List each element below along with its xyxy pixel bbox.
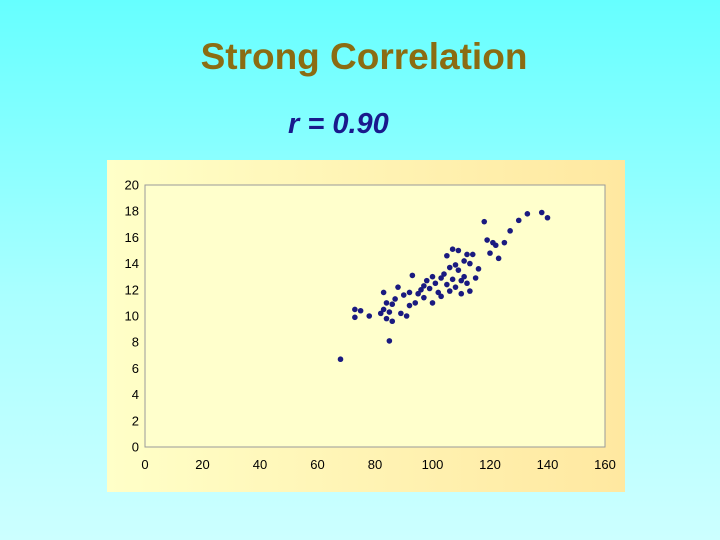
x-tick-label: 60 <box>310 457 324 472</box>
scatter-point <box>467 288 473 294</box>
y-tick-label: 18 <box>125 204 139 219</box>
scatter-point <box>464 280 470 287</box>
chart-area: 0 2 4 6 8 10 12 14 16 18 20 0 20 40 60 80 100 120 140 160 <box>107 160 625 492</box>
correlation-coefficient: r = 0.90 <box>288 108 389 140</box>
y-tick-label: 14 <box>125 256 139 271</box>
scatter-point <box>406 302 413 309</box>
scatter-point <box>426 285 433 292</box>
y-tick-label: 12 <box>125 282 139 297</box>
scatter-point <box>458 277 465 284</box>
scatter-point <box>464 251 470 258</box>
scatter-point <box>395 284 401 290</box>
scatter-point <box>469 251 476 258</box>
scatter-point <box>446 264 453 271</box>
scatter-point <box>357 307 364 314</box>
scatter-point <box>444 252 450 259</box>
x-tick-label: 120 <box>479 457 501 472</box>
scatter-point <box>507 228 513 234</box>
scatter-point <box>380 289 387 296</box>
x-tick-label: 40 <box>253 457 267 472</box>
scatter-chart: 0 2 4 6 8 10 12 14 16 18 20 0 20 40 60 80 100 120 140 160 <box>125 178 616 473</box>
y-tick-label: 10 <box>125 309 139 324</box>
scatter-point <box>467 260 473 267</box>
x-tick-label: 160 <box>594 457 616 472</box>
x-tick-label: 100 <box>422 457 444 472</box>
scatter-point <box>487 250 493 256</box>
scatter-point <box>458 290 465 297</box>
scatter-point <box>461 273 467 280</box>
scatter-point <box>524 211 531 217</box>
scatter-point <box>438 293 444 300</box>
y-tick-label: 4 <box>132 387 139 402</box>
scatter-point <box>429 300 436 306</box>
scatter-point <box>441 271 447 277</box>
scatter-point <box>415 290 421 297</box>
x-axis: 0 20 40 60 80 100 120 140 160 <box>141 457 615 472</box>
scatter-point <box>337 356 344 363</box>
scatter-point <box>461 258 467 264</box>
scatter-point <box>472 275 479 281</box>
scatter-point <box>403 313 410 319</box>
scatter-point <box>352 314 358 321</box>
plot-area <box>144 184 606 448</box>
scatter-point <box>429 273 436 280</box>
scatter-point <box>421 294 427 301</box>
y-tick-label: 8 <box>132 335 139 350</box>
scatter-point <box>501 239 508 246</box>
x-tick-label: 80 <box>368 457 382 472</box>
scatter-point <box>495 255 502 262</box>
x-tick-label: 140 <box>537 457 559 472</box>
scatter-point <box>435 289 442 296</box>
scatter-point <box>452 284 459 290</box>
y-tick-label: 6 <box>132 361 139 376</box>
scatter-point <box>377 310 384 317</box>
scatter-point <box>386 309 393 315</box>
scatter-point <box>455 247 462 254</box>
scatter-point <box>449 276 456 283</box>
scatter-point <box>421 283 427 289</box>
scatter-point <box>432 280 439 287</box>
scatter-point <box>409 272 416 279</box>
slide-title: Strong Correlation <box>200 36 528 77</box>
scatter-point <box>475 266 482 272</box>
scatter-point <box>383 300 390 306</box>
scatter-point <box>412 300 419 306</box>
scatter-point <box>438 275 444 281</box>
scatter-point <box>455 267 462 273</box>
scatter-point <box>400 292 407 298</box>
scatter-point <box>538 209 545 216</box>
x-tick-label: 0 <box>141 457 148 472</box>
scatter-point <box>398 310 404 317</box>
scatter-point <box>389 318 396 325</box>
y-tick-label: 2 <box>132 413 139 428</box>
scatter-point <box>481 218 488 225</box>
scatter-point <box>389 301 396 308</box>
scatter-point <box>544 214 551 221</box>
scatter-point <box>352 306 358 313</box>
y-tick-label: 16 <box>125 230 139 245</box>
scatter-point <box>515 217 522 224</box>
x-tick-label: 20 <box>195 457 209 472</box>
scatter-point <box>386 338 393 344</box>
scatter-point <box>423 277 430 284</box>
scatter-point <box>392 296 398 302</box>
scatter-point <box>406 289 413 296</box>
y-axis: 0 2 4 6 8 10 12 14 16 18 20 <box>125 178 139 455</box>
scatter-point <box>449 246 456 252</box>
scatter-point <box>444 281 450 288</box>
scatter-point <box>366 313 373 319</box>
y-tick-label: 20 <box>125 178 139 193</box>
scatter-point <box>380 306 387 313</box>
scatter-point <box>418 287 424 293</box>
scatter-point <box>452 262 459 268</box>
scatter-point <box>484 237 490 243</box>
data-points <box>337 209 551 363</box>
scatter-point <box>446 288 453 294</box>
y-tick-label: 0 <box>132 440 139 455</box>
scatter-point <box>492 242 499 249</box>
scatter-point <box>383 315 390 322</box>
